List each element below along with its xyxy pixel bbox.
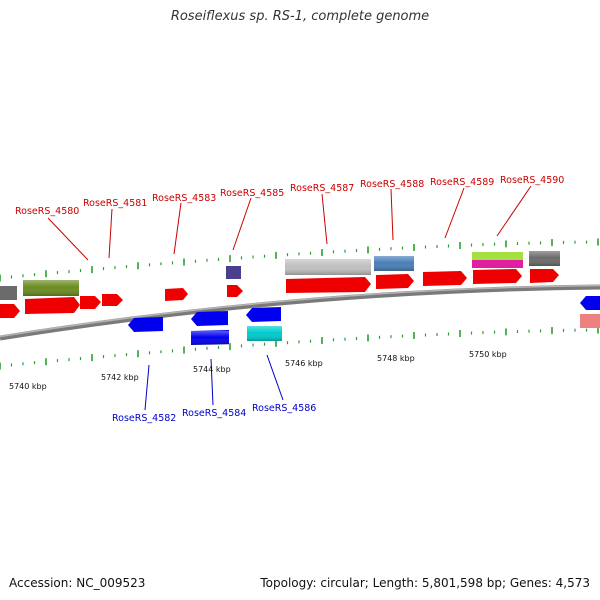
- label-callouts: [47, 185, 532, 411]
- feature-blocks: [0, 251, 600, 345]
- gene-label-forward[interactable]: RoseRS_4588: [360, 179, 424, 190]
- callout-line: [232, 197, 252, 251]
- scale-label: 5740 kbp: [9, 382, 47, 391]
- gene-block-purple[interactable]: [226, 266, 241, 279]
- lower-tick-track: [0, 326, 599, 370]
- cds-reverse-arrow[interactable]: [246, 307, 281, 322]
- cds-forward-arrow[interactable]: [473, 269, 522, 284]
- cds-forward-arrow[interactable]: [165, 288, 188, 301]
- gene-label-reverse[interactable]: RoseRS_4582: [112, 413, 176, 424]
- callout-line: [47, 217, 89, 261]
- gene-block-magenta[interactable]: [472, 260, 523, 268]
- cds-forward-arrow[interactable]: [530, 269, 559, 283]
- scale-label: 5746 kbp: [285, 359, 323, 368]
- cds-forward-arrow[interactable]: [423, 271, 467, 286]
- scale-label: 5742 kbp: [101, 373, 139, 382]
- gene-label-forward[interactable]: RoseRS_4583: [152, 193, 216, 204]
- callout-line: [173, 202, 182, 255]
- callout-line: [496, 185, 532, 237]
- cds-forward-arrow[interactable]: [25, 297, 80, 314]
- cds-reverse-arrow[interactable]: [580, 296, 600, 310]
- gene-label-forward[interactable]: RoseRS_4589: [430, 177, 494, 188]
- cds-forward-arrow[interactable]: [102, 294, 123, 306]
- genome-backbone: [0, 284, 600, 341]
- scale-labels: 5740 kbp 5742 kbp 5744 kbp 5746 kbp 5748…: [9, 350, 507, 391]
- scale-label: 5744 kbp: [193, 365, 231, 374]
- feature-shading: [23, 251, 560, 345]
- cds-forward-arrow[interactable]: [80, 296, 101, 309]
- gene-block-lime[interactable]: [472, 252, 523, 260]
- gene-block-grey-left[interactable]: [0, 286, 17, 300]
- cds-forward-arrow[interactable]: [286, 277, 371, 293]
- gene-label-forward[interactable]: RoseRS_4585: [220, 188, 284, 199]
- callout-line: [321, 193, 328, 245]
- upper-tick-track: [0, 238, 599, 282]
- cds-forward-arrow[interactable]: [376, 274, 414, 289]
- genome-summary-text: Topology: circular; Length: 5,801,598 bp…: [260, 576, 590, 590]
- accession-text: Accession: NC_009523: [9, 576, 146, 590]
- gene-label-reverse[interactable]: RoseRS_4586: [252, 403, 316, 414]
- forward-gene-labels: RoseRS_4580 RoseRS_4581 RoseRS_4583 Rose…: [15, 175, 564, 217]
- callout-line: [210, 358, 214, 406]
- cds-reverse-arrow[interactable]: [191, 311, 228, 326]
- gene-label-forward[interactable]: RoseRS_4590: [500, 175, 564, 186]
- gene-label-forward[interactable]: RoseRS_4581: [83, 198, 147, 209]
- map-title: Roseiflexus sp. RS-1, complete genome: [170, 9, 430, 24]
- callout-line: [144, 364, 150, 411]
- cds-forward-arrow[interactable]: [227, 285, 243, 297]
- reverse-gene-labels: RoseRS_4582 RoseRS_4584 RoseRS_4586: [112, 403, 316, 424]
- gene-block-pink[interactable]: [580, 314, 600, 328]
- gene-label-forward[interactable]: RoseRS_4587: [290, 183, 354, 194]
- gene-label-reverse[interactable]: RoseRS_4584: [182, 408, 246, 419]
- callout-line: [444, 187, 465, 239]
- scale-label: 5750 kbp: [469, 350, 507, 359]
- callout-line: [266, 354, 284, 401]
- scale-label: 5748 kbp: [377, 354, 415, 363]
- cds-reverse-arrow[interactable]: [128, 317, 163, 332]
- cds-forward-arrow[interactable]: [0, 304, 20, 318]
- callout-line: [390, 188, 394, 241]
- gene-label-forward[interactable]: RoseRS_4580: [15, 206, 79, 217]
- callout-line: [108, 208, 113, 259]
